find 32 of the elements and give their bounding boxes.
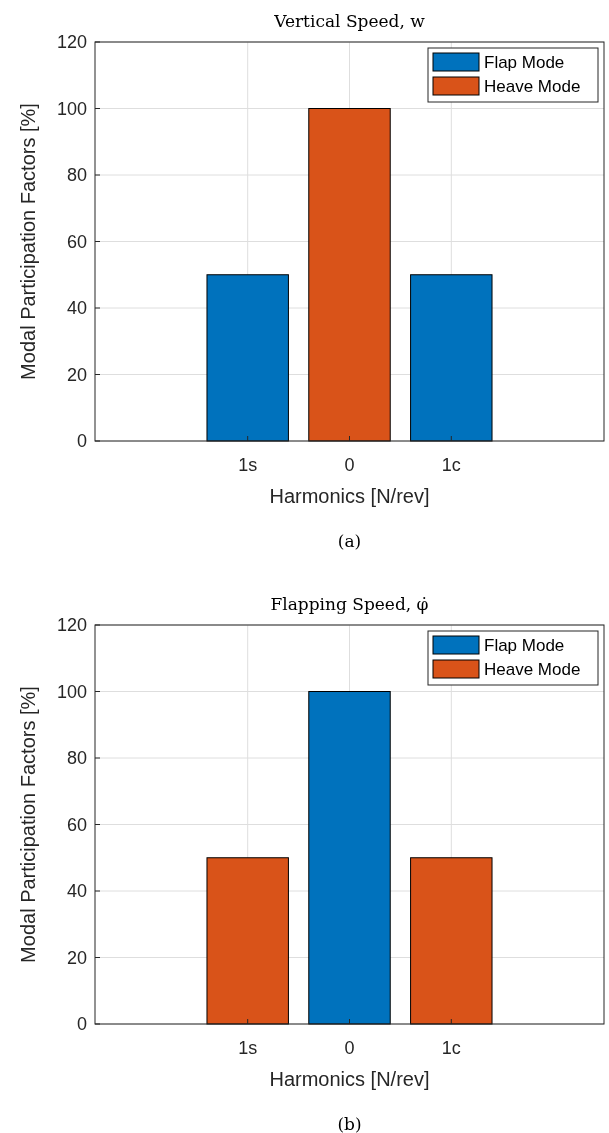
y-axis-title: Modal Participation Factors [%]	[17, 103, 39, 380]
x-axis-title: Harmonics [N/rev]	[269, 1068, 430, 1090]
y-tick-label: 0	[76, 1014, 87, 1035]
y-tick-label: 80	[66, 165, 87, 186]
text: (a)	[337, 531, 362, 551]
x-tick-label: 1s	[238, 1038, 258, 1058]
y-tick-label: 100	[56, 98, 87, 119]
chart-title: Vertical Speed, w	[273, 11, 426, 31]
x-tick-label: 1c	[441, 455, 461, 475]
y-tick-label: 40	[66, 298, 87, 319]
legend-label: Flap Mode	[484, 52, 565, 72]
y-tick-label: 40	[66, 881, 87, 902]
y-tick-label: 60	[66, 231, 87, 252]
x-tick-label: 1s	[238, 455, 258, 475]
text: (b)	[337, 1114, 362, 1133]
x-tick-label: 0	[344, 455, 355, 475]
y-axis-title: Modal Participation Factors [%]	[17, 686, 39, 963]
legend-label: Heave Mode	[484, 76, 581, 96]
y-tick-label: 0	[76, 431, 87, 452]
x-tick-label: 0	[344, 1038, 355, 1058]
y-tick-label: 60	[66, 814, 87, 835]
y-tick-label: 80	[66, 748, 87, 769]
y-tick-label: 100	[56, 681, 87, 702]
y-tick-label: 120	[56, 32, 87, 53]
y-tick-label: 120	[56, 615, 87, 636]
chart-title: Flapping Speed, φ̇	[270, 594, 429, 614]
legend-label: Flap Mode	[484, 635, 565, 655]
legend-label: Heave Mode	[484, 659, 581, 679]
y-tick-label: 20	[66, 947, 87, 968]
x-axis-title: Harmonics [N/rev]	[269, 485, 430, 507]
x-tick-label: 1c	[441, 1038, 461, 1058]
y-tick-label: 20	[66, 364, 87, 385]
